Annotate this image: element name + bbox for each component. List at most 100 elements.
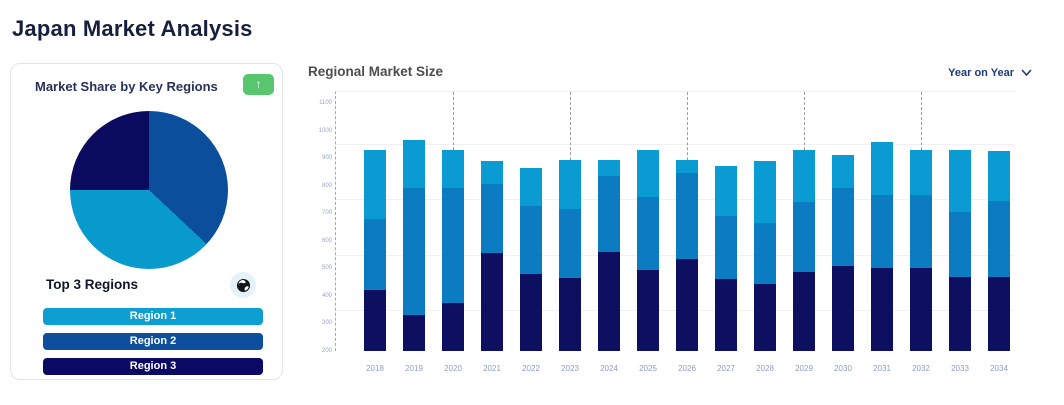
stacked-bar-2022: [520, 167, 542, 351]
bottom-segment-navy: [715, 279, 737, 351]
bottom-segment-navy: [598, 251, 620, 351]
dropdown-label: Year on Year: [948, 67, 1014, 79]
bottom-segment-navy: [793, 272, 815, 351]
stacked-bar-2026: [676, 159, 698, 351]
x-axis-label: 2018: [366, 364, 384, 373]
x-axis-label: 2023: [561, 364, 579, 373]
stacked-bar-2027: [715, 166, 737, 351]
x-axis-label: 2019: [405, 364, 423, 373]
stacked-bar-chart-plot: 200 300 400 500 600 700 800 900 1000 1100 2018 2019…: [319, 91, 1015, 373]
year-on-year-dropdown[interactable]: Year on Year: [948, 67, 1032, 79]
bottom-segment-navy: [949, 276, 971, 351]
stacked-bar-2029: [793, 149, 815, 351]
x-axis-label: 2027: [717, 364, 735, 373]
h-gridline: [336, 199, 1015, 201]
middle-segment-blue: [559, 209, 581, 278]
bottom-segment-navy: [403, 315, 425, 351]
x-axis-label: 2028: [756, 364, 774, 373]
chevron-down-icon: [1021, 69, 1032, 76]
top-segment-cyan: [637, 149, 659, 197]
middle-segment-blue: [481, 184, 503, 254]
top-segment-cyan: [793, 149, 815, 203]
stacked-bar-2030: [832, 155, 854, 351]
middle-segment-blue: [676, 173, 698, 259]
bottom-segment-navy: [832, 265, 854, 351]
y-axis-label: 600: [321, 237, 332, 244]
top-segment-cyan: [598, 159, 620, 177]
y-axis-label: 1100: [319, 100, 332, 107]
x-axis-label: 2020: [444, 364, 462, 373]
arrow-up-icon: ↑: [255, 77, 262, 91]
chart-title: Regional Market Size: [308, 64, 444, 79]
top-segment-cyan: [481, 160, 503, 185]
bottom-segment-navy: [676, 258, 698, 351]
bottom-segment-navy: [988, 276, 1010, 351]
top-segment-cyan: [364, 149, 386, 219]
stacked-bar-2033: [949, 149, 971, 351]
bottom-segment-navy: [364, 290, 386, 351]
bottom-segment-navy: [559, 277, 581, 351]
middle-segment-blue: [715, 216, 737, 280]
top-segment-cyan: [403, 140, 425, 189]
y-axis-label: 700: [321, 210, 332, 217]
middle-segment-blue: [988, 200, 1010, 277]
region-button-2[interactable]: Region 2: [43, 333, 263, 350]
x-axis-label: 2025: [639, 364, 657, 373]
middle-segment-blue: [520, 206, 542, 274]
bottom-segment-navy: [637, 269, 659, 351]
top-segment-cyan: [754, 160, 776, 223]
stacked-bar-2018: [364, 149, 386, 351]
bottom-segment-navy: [481, 253, 503, 351]
stacked-bar-2021: [481, 160, 503, 351]
middle-segment-blue: [364, 218, 386, 291]
x-axis-label: 2031: [873, 364, 891, 373]
y-axis-label: 300: [321, 320, 332, 327]
region-button-1[interactable]: Region 1: [43, 308, 263, 325]
bottom-segment-navy: [910, 268, 932, 351]
top-segment-cyan: [871, 141, 893, 196]
h-gridline: [336, 144, 1015, 146]
h-gridline: [336, 254, 1015, 256]
stacked-bar-2031: [871, 141, 893, 351]
globe-glyph: [236, 278, 250, 292]
x-axis-label: 2022: [522, 364, 540, 373]
middle-segment-blue: [949, 211, 971, 277]
top-segment-cyan: [988, 151, 1010, 201]
y-axis-label: 200: [321, 348, 332, 354]
market-share-card: Market Share by Key Regions ↑ Top 3 Regi…: [10, 63, 283, 380]
y-axis-label: 800: [321, 182, 332, 189]
region-button-3[interactable]: Region 3: [43, 358, 263, 375]
y-axis-label: 400: [321, 292, 332, 299]
middle-segment-blue: [871, 195, 893, 269]
x-axis-label: 2033: [951, 364, 969, 373]
middle-segment-blue: [442, 188, 464, 303]
stacked-bar-2025: [637, 149, 659, 351]
stacked-bar-2020: [442, 149, 464, 351]
middle-segment-blue: [754, 222, 776, 284]
page-title: Japan Market Analysis: [12, 16, 253, 41]
x-axis-label: 2024: [600, 364, 618, 373]
middle-segment-blue: [637, 196, 659, 270]
top-regions-title: Top 3 Regions: [46, 277, 139, 292]
market-share-pie-chart: [70, 111, 228, 269]
y-axis-label: 500: [321, 265, 332, 272]
y-axis-label: 1000: [318, 127, 332, 134]
x-axis-label: 2021: [483, 364, 501, 373]
top-segment-cyan: [520, 167, 542, 207]
stacked-bar-2024: [598, 159, 620, 351]
stacked-bar-2034: [988, 151, 1010, 351]
x-axis-label: 2032: [912, 364, 930, 373]
top-segment-cyan: [949, 149, 971, 212]
x-axis-label: 2030: [834, 364, 852, 373]
globe-icon[interactable]: [230, 272, 256, 298]
h-gridline: [336, 309, 1015, 311]
bottom-segment-navy: [442, 302, 464, 351]
market-share-title: Market Share by Key Regions: [35, 79, 218, 94]
trend-up-button[interactable]: ↑: [243, 74, 274, 95]
top-segment-cyan: [676, 159, 698, 174]
stacked-bar-2032: [910, 149, 932, 351]
stacked-bar-2028: [754, 160, 776, 351]
top-segment-cyan: [832, 155, 854, 189]
middle-segment-blue: [403, 188, 425, 316]
x-axis-label: 2029: [795, 364, 813, 373]
